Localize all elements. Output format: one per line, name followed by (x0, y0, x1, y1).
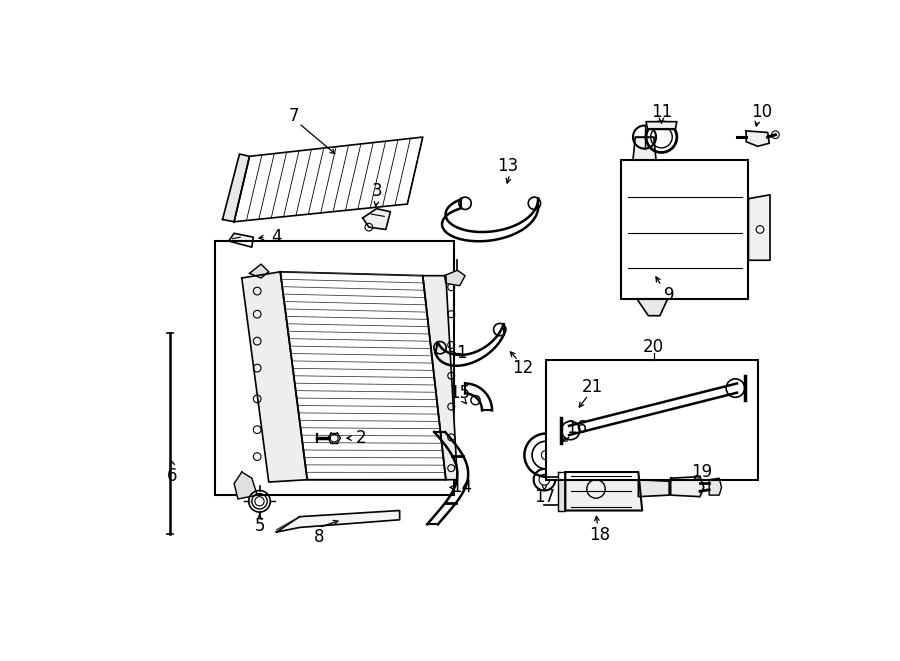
Polygon shape (234, 137, 423, 222)
Bar (621, 160, 749, 299)
Polygon shape (565, 472, 643, 510)
Polygon shape (363, 209, 391, 229)
Text: 7: 7 (288, 107, 299, 126)
Text: 10: 10 (751, 102, 772, 121)
Text: 11: 11 (651, 102, 672, 121)
Polygon shape (249, 264, 269, 278)
Polygon shape (633, 137, 656, 160)
Text: 19: 19 (691, 463, 712, 481)
Polygon shape (234, 472, 257, 499)
Text: 1: 1 (456, 344, 466, 362)
Text: 15: 15 (449, 385, 471, 403)
Polygon shape (423, 276, 457, 480)
Polygon shape (276, 510, 400, 532)
Bar (215, 241, 454, 495)
Polygon shape (222, 154, 249, 222)
Polygon shape (749, 195, 770, 260)
Text: 16: 16 (566, 419, 588, 437)
Polygon shape (670, 477, 704, 496)
Polygon shape (746, 131, 769, 146)
Text: 3: 3 (371, 182, 382, 200)
Polygon shape (646, 122, 677, 130)
Text: 8: 8 (313, 529, 324, 547)
Polygon shape (242, 272, 307, 482)
Polygon shape (709, 478, 722, 495)
Polygon shape (637, 299, 668, 316)
Text: 4: 4 (271, 228, 282, 246)
Text: 14: 14 (451, 479, 472, 496)
Text: 20: 20 (644, 338, 664, 356)
Polygon shape (280, 272, 446, 480)
Polygon shape (638, 480, 669, 496)
Text: 18: 18 (590, 526, 610, 544)
Text: 5: 5 (255, 517, 265, 535)
Text: 6: 6 (167, 467, 178, 485)
Text: 13: 13 (497, 157, 518, 175)
Text: 2: 2 (356, 429, 366, 447)
Text: 9: 9 (664, 286, 674, 304)
Text: 21: 21 (581, 378, 603, 397)
Polygon shape (229, 233, 254, 247)
Polygon shape (445, 270, 465, 286)
Text: 12: 12 (512, 359, 534, 377)
Bar (546, 360, 758, 480)
Polygon shape (557, 472, 565, 510)
Text: 17: 17 (534, 488, 555, 506)
